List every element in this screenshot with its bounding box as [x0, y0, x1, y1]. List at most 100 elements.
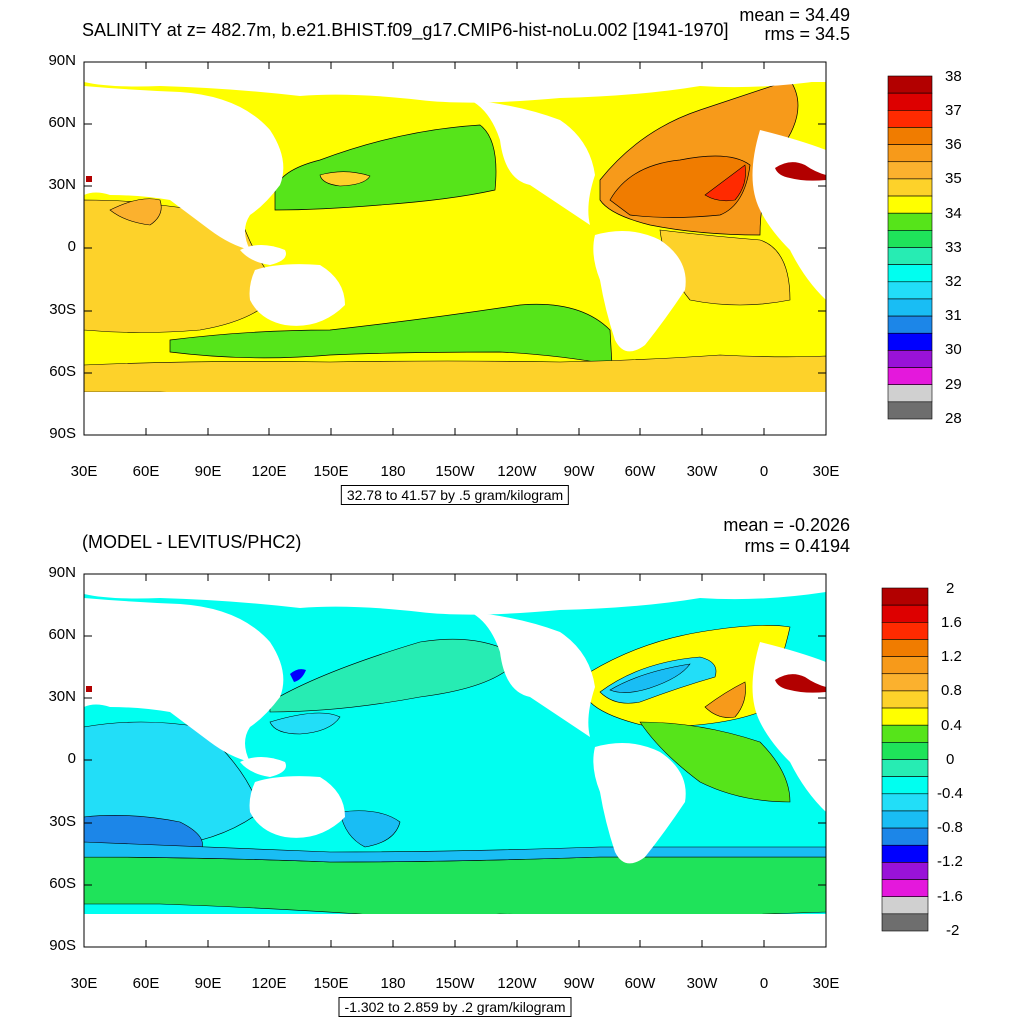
colorbar-swatch	[881, 690, 929, 709]
x-tick-label: 180	[380, 975, 406, 992]
colorbar-swatch	[887, 110, 933, 128]
colorbar-swatch	[881, 793, 929, 812]
y-tick-label: 90N	[48, 564, 76, 581]
x-tick-label: 90W	[563, 463, 595, 480]
colorbar-tick-label: 2	[946, 580, 955, 597]
x-tick-label: 120W	[497, 975, 537, 992]
contour-info-box: -1.302 to 2.859 by .2 gram/kilogram	[338, 997, 572, 1017]
x-tick-label: 30W	[686, 975, 718, 992]
colorbar-swatch	[887, 367, 933, 385]
colorbar-swatch	[887, 281, 933, 300]
x-tick-label: 90E	[194, 975, 222, 992]
difference-map	[83, 573, 929, 948]
colorbar-tick-label: 0	[946, 751, 955, 768]
colorbar-swatch	[887, 161, 933, 180]
subtropical-atlantic-region	[609, 155, 751, 218]
rms-value: rms = 0.4194	[744, 536, 850, 556]
x-tick-label: 90E	[194, 463, 222, 480]
colorbar-swatch	[881, 604, 929, 623]
colorbar-tick-label: -1.2	[937, 853, 963, 870]
rms-value: rms = 34.5	[764, 24, 850, 44]
x-tick-label: 120E	[251, 975, 287, 992]
x-tick-label: 30E	[812, 975, 840, 992]
colorbar-swatch	[887, 401, 933, 420]
x-tick-label: 60W	[624, 975, 656, 992]
colorbar-swatch	[887, 384, 933, 403]
south-america-land	[593, 231, 686, 352]
colorbar-swatch	[881, 622, 929, 640]
south-america-land	[593, 743, 686, 864]
colorbar-swatch	[887, 247, 933, 265]
eurasia-land	[84, 598, 284, 762]
salinity-panel: SALINITY at z= 482.7m, b.e21.BHIST.f09_g…	[48, 5, 962, 505]
colorbar-swatch	[881, 776, 929, 795]
mean-value: mean = -0.2026	[723, 515, 850, 535]
colorbar-tick-label: -1.6	[937, 888, 963, 905]
colorbar-swatch	[887, 195, 933, 214]
colorbar-tick-label: 0.4	[941, 717, 962, 734]
colorbar-swatch	[881, 862, 929, 880]
colorbar-swatch	[887, 212, 933, 231]
maritime-land	[240, 757, 286, 777]
mediterranean-outflow-region	[704, 164, 746, 202]
colorbar-swatch	[881, 827, 929, 846]
red-sea-outflow-region	[775, 162, 826, 181]
colorbar-swatch	[887, 75, 933, 94]
x-tick-label: 30E	[812, 463, 840, 480]
colorbar-swatch	[887, 178, 933, 197]
colorbar-tick-label: 33	[945, 239, 962, 256]
colorbar-swatch	[881, 742, 929, 760]
colorbar-swatch	[887, 127, 933, 145]
colorbar-swatch	[881, 844, 929, 863]
x-tick-label: 30E	[70, 463, 98, 480]
y-tickmarks	[84, 61, 826, 436]
colorbar-swatch	[881, 707, 929, 726]
west-pacific-region	[269, 712, 341, 735]
x-tick-label: 30E	[70, 975, 98, 992]
colorbar-swatch	[881, 810, 929, 829]
colorbar-tick-label: 35	[945, 170, 962, 187]
salinity-map	[83, 61, 933, 436]
arabian-sea-region	[109, 198, 162, 226]
colorbar-tick-label: 34	[945, 205, 962, 222]
colorbar-tick-label: 29	[945, 376, 962, 393]
colorbar-swatch	[887, 298, 933, 317]
colorbar-swatch	[881, 879, 929, 897]
colorbar-tick-label: 1.6	[941, 614, 962, 631]
colorbar-swatch	[881, 913, 929, 932]
colorbar-tick-label: 38	[945, 68, 962, 85]
panel-title: (MODEL - LEVITUS/PHC2)	[82, 532, 302, 552]
australia-land	[249, 776, 345, 838]
difference-field	[84, 574, 826, 947]
north-pacific-low-region	[274, 124, 497, 211]
y-tick-label: 0	[67, 750, 76, 767]
x-tick-label: 30W	[686, 463, 718, 480]
colorbar-tick-label: 31	[945, 307, 962, 324]
x-tick-label: 150W	[435, 463, 475, 480]
salinity-field	[84, 62, 826, 435]
x-tick-label: 150W	[435, 975, 475, 992]
north-america-land	[470, 100, 595, 225]
x-tick-label: 90W	[563, 975, 595, 992]
antarctica-land	[84, 914, 826, 947]
colorbar-swatch	[887, 144, 933, 163]
y-tick-label: 90S	[49, 425, 76, 442]
x-tick-label: 0	[759, 463, 769, 480]
colorbar-tick-label: 37	[945, 102, 962, 119]
colorbar-tick-label: 30	[945, 341, 962, 358]
pacific-pocket-region	[319, 171, 371, 187]
y-tick-label: 30S	[49, 813, 76, 830]
red-sea-outflow-region	[775, 674, 826, 693]
north-america-land	[470, 612, 595, 737]
x-tick-label: 60W	[624, 463, 656, 480]
y-tickmarks	[84, 573, 826, 948]
colorbar-tick-label: 28	[945, 410, 962, 427]
colorbar-swatch	[887, 332, 933, 351]
x-tick-label: 150E	[313, 975, 349, 992]
colorbar-1	[887, 75, 933, 420]
y-tick-label: 90S	[49, 937, 76, 954]
y-tick-label: 60N	[48, 626, 76, 643]
y-tick-label: 30N	[48, 176, 76, 193]
australia-land	[249, 264, 345, 326]
x-tick-label: 0	[759, 975, 769, 992]
